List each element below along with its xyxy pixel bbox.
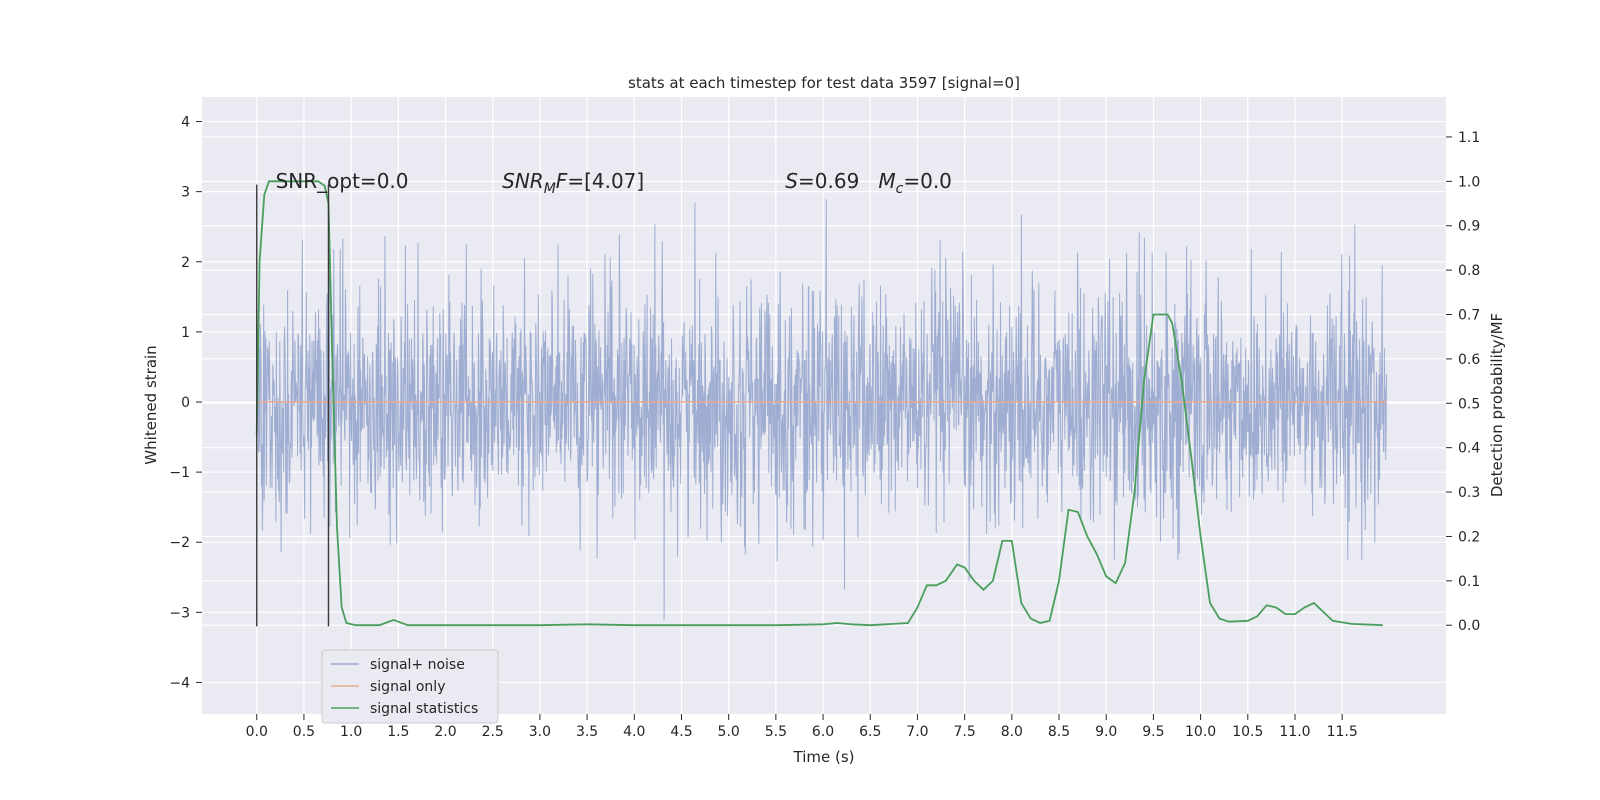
- series-signal-statistics: [255, 180, 1383, 627]
- y-right-tick-label: 0.4: [1458, 441, 1480, 457]
- y-left-tick-label: 1: [181, 325, 190, 341]
- legend-box: [321, 649, 499, 724]
- x-tick-label: 0.5: [293, 724, 315, 740]
- y-left-tick-label: −2: [169, 535, 190, 551]
- annotation-s-mc: S=0.69 Mc=0.0: [785, 169, 952, 197]
- y-right-tick-label: 0.2: [1458, 529, 1480, 545]
- chart-title: stats at each timestep for test data 359…: [628, 74, 1020, 92]
- y-right-tick-label: 0.0: [1458, 618, 1480, 634]
- legend-label-signal-only: signal only: [370, 679, 445, 695]
- x-tick-labels: 0.0 0.5 1.0 1.5 2.0 2.5 3.0 3.5 4.0 4.5 5.0 5.5 6.0 6…: [246, 714, 1358, 740]
- y-right-tick-label: 1.0: [1458, 174, 1480, 190]
- x-tick-label: 1.5: [387, 724, 409, 740]
- y-left-tick-label: 2: [181, 255, 190, 271]
- noise-trace: [256, 199, 1387, 621]
- x-tick-label: 11.0: [1279, 724, 1310, 740]
- x-tick-label: 10.5: [1232, 724, 1263, 740]
- y-left-tick-label: 3: [181, 185, 190, 201]
- x-tick-label: 3.0: [529, 724, 551, 740]
- y-right-tick-label: 0.3: [1458, 485, 1480, 501]
- x-tick-label: 3.5: [576, 724, 598, 740]
- legend-label-signal-statistics: signal statistics: [370, 701, 478, 717]
- x-tick-label: 9.5: [1142, 724, 1164, 740]
- x-tick-label: 4.0: [623, 724, 645, 740]
- x-tick-label: 2.5: [482, 724, 504, 740]
- annotation-snr-opt: SNR_opt=0.0: [276, 169, 409, 193]
- x-tick-label: 8.0: [1001, 724, 1023, 740]
- y-left-tick-label: −1: [169, 465, 190, 481]
- x-tick-label: 6.0: [812, 724, 834, 740]
- y-left-tick-label: −4: [169, 675, 190, 691]
- vertical-markers: [256, 184, 330, 627]
- x-tick-label: 2.0: [434, 724, 456, 740]
- y-right-tick-label: 0.8: [1458, 263, 1480, 279]
- series-signal-noise: [256, 199, 1387, 621]
- legend-label-signal-noise: signal+ noise: [370, 657, 465, 673]
- annotation-snr-mf: SNRMF=[4.07]: [502, 169, 644, 197]
- y-right-axis-label: Detection probability/MF: [1488, 313, 1506, 497]
- x-tick-label: 7.0: [906, 724, 928, 740]
- y-left-tick-label: 0: [181, 395, 190, 411]
- y-left-tick-labels: 4 3 2 1 0 −1 −2 −3 −4: [169, 115, 202, 691]
- y-right-tick-label: 0.9: [1458, 219, 1480, 235]
- y-left-axis-label: Whitened strain: [142, 345, 160, 464]
- y-left-tick-label: 4: [181, 115, 190, 131]
- y-right-tick-label: 1.1: [1458, 130, 1480, 146]
- x-tick-label: 6.5: [859, 724, 881, 740]
- annotations: SNR_opt=0.0 SNRMF=[4.07] S=0.69 Mc=0.0: [276, 169, 952, 197]
- y-left-tick-label: −3: [169, 605, 190, 621]
- x-tick-label: 5.0: [718, 724, 740, 740]
- x-tick-label: 5.5: [765, 724, 787, 740]
- x-tick-label: 9.0: [1095, 724, 1117, 740]
- x-tick-label: 4.5: [670, 724, 692, 740]
- x-tick-label: 7.5: [954, 724, 976, 740]
- y-right-tick-labels: 1.1 1.0 0.9 0.8 0.7 0.6 0.5 0.4 0.3 0.2 0.1 0.0: [1446, 130, 1480, 634]
- x-tick-label: 8.5: [1048, 724, 1070, 740]
- y-right-tick-label: 0.6: [1458, 352, 1480, 368]
- x-tick-label: 1.0: [340, 724, 362, 740]
- x-tick-label: 0.0: [246, 724, 268, 740]
- y-right-tick-label: 0.5: [1458, 396, 1480, 412]
- y-right-tick-label: 0.1: [1458, 574, 1480, 590]
- series-layer: [255, 180, 1387, 627]
- y-right-tick-label: 0.7: [1458, 308, 1480, 324]
- x-tick-label: 10.0: [1185, 724, 1216, 740]
- legend: signal+ noise signal only signal statist…: [321, 649, 499, 724]
- x-axis-label: Time (s): [793, 748, 855, 766]
- x-tick-label: 11.5: [1327, 724, 1358, 740]
